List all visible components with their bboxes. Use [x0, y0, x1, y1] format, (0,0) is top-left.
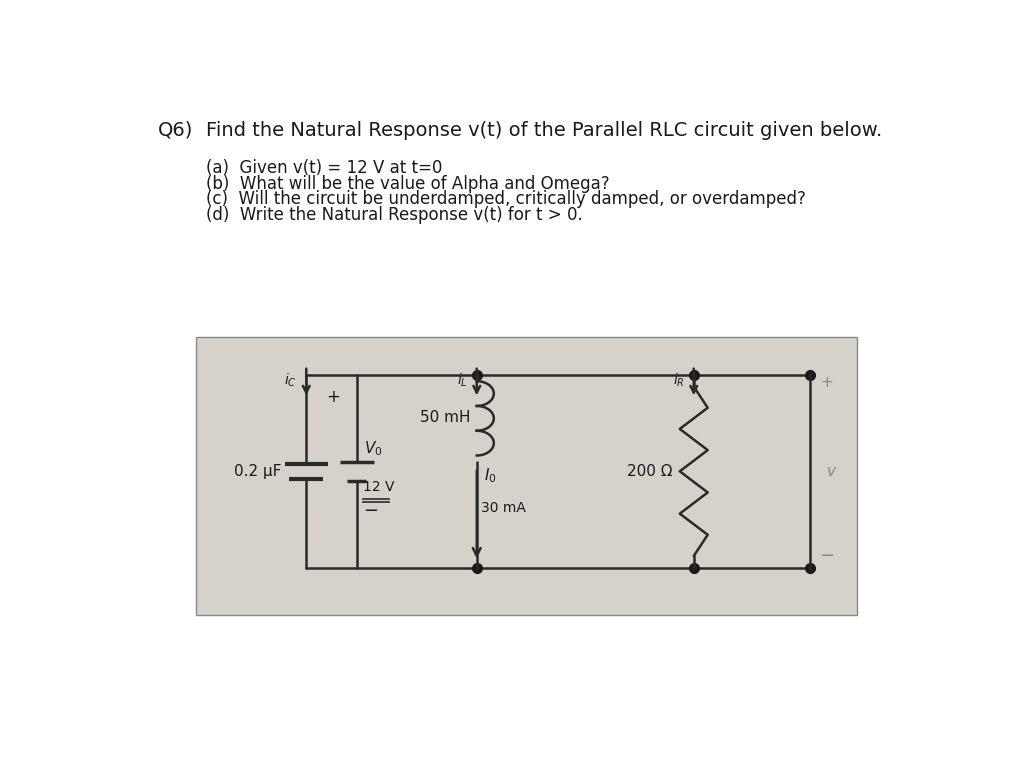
Text: +: +	[820, 375, 834, 390]
Text: (a)  Given v(t) = 12 V at t=0: (a) Given v(t) = 12 V at t=0	[206, 160, 442, 177]
Text: −: −	[819, 547, 835, 565]
Text: (d)  Write the Natural Response v(t) for t > 0.: (d) Write the Natural Response v(t) for …	[206, 206, 583, 224]
Text: 0.2 μF: 0.2 μF	[234, 464, 282, 479]
Text: +: +	[327, 387, 340, 406]
Text: $i_R$: $i_R$	[673, 372, 684, 389]
Text: Find the Natural Response v(t) of the Parallel RLC circuit given below.: Find the Natural Response v(t) of the Pa…	[206, 121, 882, 140]
Text: (b)  What will be the value of Alpha and Omega?: (b) What will be the value of Alpha and …	[206, 175, 609, 193]
Text: v: v	[827, 464, 836, 479]
Text: 30 mA: 30 mA	[481, 501, 526, 515]
Text: $I_0$: $I_0$	[484, 466, 497, 485]
Text: 200 Ω: 200 Ω	[627, 464, 672, 479]
Bar	[197, 336, 856, 615]
Text: (c)  Will the circuit be underdamped, critically damped, or overdamped?: (c) Will the circuit be underdamped, cri…	[206, 190, 805, 209]
Text: 50 mH: 50 mH	[420, 410, 471, 425]
Text: $V_0$: $V_0$	[365, 439, 383, 458]
Text: −: −	[362, 503, 378, 520]
Text: Q6): Q6)	[158, 121, 193, 140]
Text: $i_L$: $i_L$	[457, 372, 467, 389]
Text: 12 V: 12 V	[362, 480, 394, 494]
Text: $i_C$: $i_C$	[285, 372, 297, 389]
